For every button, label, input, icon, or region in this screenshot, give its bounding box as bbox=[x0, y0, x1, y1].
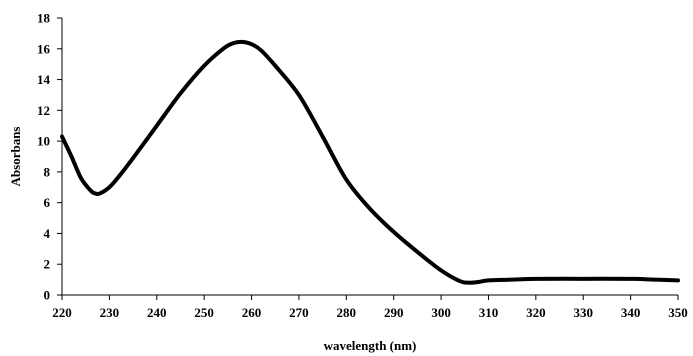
y-axis-title: Absorbans bbox=[8, 127, 23, 187]
x-axis-ticks: 220 230 240 250 260 270 280 290 300 310 320 330 340 3… bbox=[52, 295, 688, 320]
y-tick-label: 0 bbox=[44, 288, 51, 303]
y-tick-label: 2 bbox=[44, 257, 51, 272]
y-tick-label: 18 bbox=[37, 11, 51, 26]
x-tick-label: 230 bbox=[100, 305, 120, 320]
x-tick-label: 350 bbox=[668, 305, 688, 320]
x-tick-label: 270 bbox=[289, 305, 309, 320]
y-tick-label: 8 bbox=[44, 164, 51, 179]
x-tick-label: 280 bbox=[337, 305, 357, 320]
x-tick-label: 310 bbox=[479, 305, 499, 320]
x-tick-label: 290 bbox=[384, 305, 404, 320]
x-tick-label: 250 bbox=[194, 305, 214, 320]
y-tick-label: 6 bbox=[44, 195, 51, 210]
series-group bbox=[60, 39, 680, 285]
plot-axes bbox=[61, 18, 678, 296]
absorbance-series-line bbox=[60, 39, 680, 285]
y-axis-ticks: 0 2 4 6 8 10 12 14 16 18 bbox=[37, 11, 62, 303]
x-tick-label: 220 bbox=[52, 305, 72, 320]
x-tick-label: 320 bbox=[526, 305, 546, 320]
y-tick-label: 10 bbox=[37, 134, 50, 149]
x-tick-label: 300 bbox=[431, 305, 451, 320]
y-tick-label: 16 bbox=[37, 41, 51, 56]
x-tick-label: 330 bbox=[573, 305, 593, 320]
y-tick-label: 14 bbox=[37, 72, 51, 87]
y-tick-label: 4 bbox=[44, 226, 51, 241]
x-tick-label: 340 bbox=[621, 305, 641, 320]
x-tick-label: 260 bbox=[242, 305, 262, 320]
x-axis-title: wavelength (nm) bbox=[324, 338, 417, 353]
y-tick-label: 12 bbox=[37, 103, 50, 118]
x-tick-label: 240 bbox=[147, 305, 167, 320]
